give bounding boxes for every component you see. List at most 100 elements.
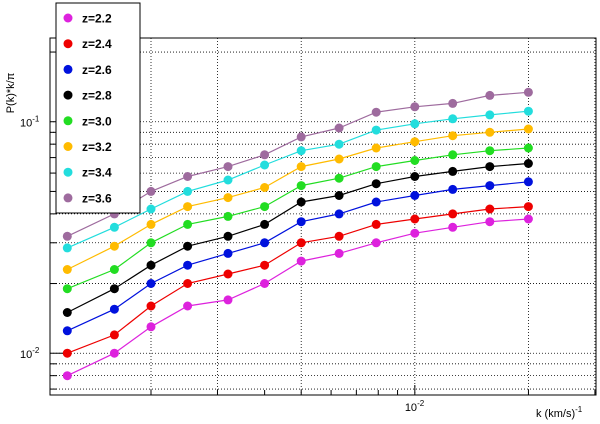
legend-marker xyxy=(63,39,73,49)
data-point xyxy=(410,156,420,165)
data-point xyxy=(334,209,344,219)
data-point xyxy=(523,159,533,168)
data-point xyxy=(296,197,306,207)
data-point xyxy=(485,204,495,214)
data-point xyxy=(410,137,420,147)
data-point xyxy=(371,197,381,207)
data-point xyxy=(260,150,270,160)
data-point xyxy=(183,260,193,270)
data-point xyxy=(523,87,533,97)
x-tick-label: 10-2 xyxy=(405,399,425,414)
data-point xyxy=(109,348,119,358)
data-point xyxy=(523,143,533,153)
series-z=3.6 xyxy=(62,87,533,241)
y-tick-label-mantissa: 10 xyxy=(20,118,32,130)
data-point xyxy=(183,241,193,251)
data-point xyxy=(410,228,420,238)
data-point xyxy=(109,330,119,340)
data-point xyxy=(260,219,270,229)
series-z=3.0 xyxy=(62,143,533,294)
x-tick-labels: 10-2 xyxy=(405,399,425,414)
series-z=2.2 xyxy=(62,214,533,381)
legend-label: z=2.4 xyxy=(82,37,112,51)
data-point xyxy=(146,219,156,229)
y-tick-label: 10-1 xyxy=(20,115,40,130)
data-point xyxy=(448,166,458,176)
data-point xyxy=(296,132,306,142)
data-point xyxy=(223,231,233,241)
data-point xyxy=(146,260,156,270)
legend-label: z=3.4 xyxy=(82,166,112,180)
data-point xyxy=(62,348,72,358)
data-point xyxy=(523,214,533,224)
data-point xyxy=(183,219,193,229)
y-tick-label-exponent: -1 xyxy=(32,115,40,124)
data-point xyxy=(448,98,458,108)
data-point xyxy=(371,179,381,189)
legend-marker xyxy=(63,167,73,177)
data-point xyxy=(485,217,495,227)
data-point xyxy=(146,279,156,288)
data-point xyxy=(448,184,458,194)
data-point xyxy=(371,143,381,153)
axis-ticks xyxy=(50,51,596,395)
series-z=2.4 xyxy=(62,202,533,358)
data-point xyxy=(223,269,233,279)
data-point xyxy=(62,284,72,294)
legend: z=2.2 z=2.4 z=2.6 z=2.8 z=3.0 z=3.2 z=3.4 z=3.6 xyxy=(55,2,141,214)
data-point xyxy=(223,211,233,221)
data-point xyxy=(448,209,458,219)
data-point xyxy=(223,162,233,172)
data-point xyxy=(62,326,72,336)
legend-label: z=3.6 xyxy=(82,191,112,205)
data-point xyxy=(62,371,72,381)
y-tick-label-exponent: -2 xyxy=(32,346,40,355)
data-point xyxy=(334,231,344,241)
data-point xyxy=(410,191,420,200)
data-point xyxy=(523,124,533,134)
data-point xyxy=(334,173,344,183)
data-point xyxy=(523,106,533,116)
data-point xyxy=(296,181,306,191)
legend-marker xyxy=(63,116,73,126)
x-axis-title-text: k (km/s) xyxy=(536,408,575,420)
x-axis-title-exponent: -1 xyxy=(575,405,583,414)
data-point xyxy=(448,131,458,141)
data-point xyxy=(523,202,533,212)
data-point xyxy=(410,214,420,224)
data-point xyxy=(296,238,306,248)
data-point xyxy=(260,279,270,288)
data-point xyxy=(371,107,381,117)
data-point xyxy=(183,279,193,288)
data-point xyxy=(183,202,193,212)
data-point xyxy=(183,172,193,181)
data-point xyxy=(334,154,344,164)
legend-label: z=3.2 xyxy=(82,140,112,154)
data-point xyxy=(109,284,119,294)
series-group xyxy=(62,87,533,381)
legend-label: z=3.0 xyxy=(82,114,112,128)
data-point xyxy=(296,146,306,156)
series-z=2.8 xyxy=(62,159,533,317)
data-point xyxy=(334,191,344,200)
x-axis-title: k (km/s)-1 xyxy=(536,405,583,420)
data-point xyxy=(260,238,270,248)
series-z=3.2 xyxy=(62,124,533,274)
y-tick-label-mantissa: 10 xyxy=(20,349,32,361)
data-point xyxy=(334,123,344,133)
data-point xyxy=(146,238,156,248)
y-axis-title: P(k)*k/π xyxy=(5,72,17,113)
data-point xyxy=(448,114,458,124)
data-point xyxy=(223,248,233,258)
data-point xyxy=(223,175,233,185)
data-point xyxy=(371,162,381,172)
data-point xyxy=(448,150,458,160)
legend-label: z=2.6 xyxy=(82,63,112,77)
data-point xyxy=(371,219,381,229)
data-point xyxy=(183,301,193,311)
data-point xyxy=(485,110,495,120)
data-point xyxy=(371,238,381,248)
data-point xyxy=(146,186,156,196)
data-point xyxy=(334,248,344,258)
